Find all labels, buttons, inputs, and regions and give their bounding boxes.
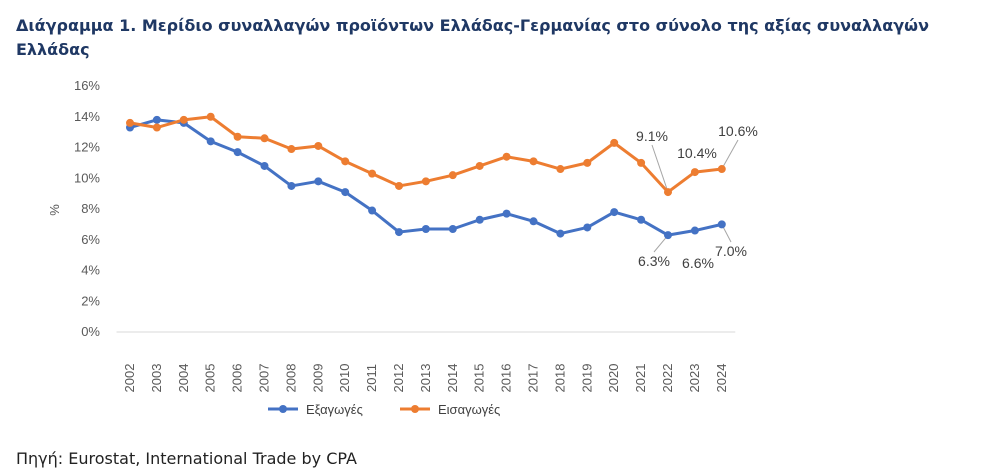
data-point-imports — [368, 169, 377, 178]
y-axis-label: % — [47, 204, 62, 216]
x-tick-label: 2016 — [499, 364, 514, 393]
data-point-exports — [583, 223, 592, 232]
x-tick-label: 2015 — [472, 364, 487, 393]
data-label: 10.4% — [677, 145, 717, 161]
data-point-imports — [341, 157, 350, 166]
x-tick-label: 2006 — [230, 364, 245, 393]
data-point-imports — [664, 188, 672, 197]
legend-marker-exports — [279, 405, 287, 413]
data-point-exports — [690, 226, 699, 235]
data-point-imports — [395, 181, 403, 190]
data-point-imports — [502, 152, 511, 161]
x-tick-label: 2004 — [176, 364, 191, 393]
x-tick-label: 2014 — [445, 364, 460, 393]
data-point-exports — [233, 148, 242, 157]
legend-marker-imports — [411, 405, 419, 413]
x-tick-label: 2018 — [552, 364, 567, 393]
x-tick-label: 2011 — [364, 364, 379, 392]
data-point-imports — [233, 132, 242, 141]
data-point-exports — [556, 229, 565, 238]
x-tick-label: 2008 — [283, 364, 298, 393]
data-point-exports — [341, 188, 350, 197]
x-tick-label: 2003 — [149, 364, 164, 393]
x-tick-label: 2007 — [257, 364, 272, 393]
data-label: 9.1% — [636, 128, 668, 144]
y-tick-label: 14% — [74, 109, 100, 124]
data-point-exports — [502, 209, 511, 218]
x-tick-label: 2022 — [660, 364, 675, 393]
data-point-imports — [448, 171, 457, 180]
label-leader-line — [651, 144, 669, 193]
data-point-imports — [610, 138, 619, 147]
y-tick-label: 4% — [81, 263, 100, 278]
data-point-imports — [206, 112, 215, 121]
data-point-exports — [368, 206, 377, 215]
data-point-imports — [260, 134, 269, 143]
x-tick-label: 2024 — [714, 364, 729, 393]
data-point-exports — [260, 161, 269, 170]
data-point-imports — [529, 157, 538, 166]
x-tick-label: 2021 — [633, 364, 648, 393]
data-point-exports — [610, 208, 619, 217]
data-point-imports — [421, 177, 430, 186]
data-point-exports — [314, 177, 323, 186]
x-tick-label: 2017 — [526, 364, 541, 393]
source-note: Πηγή: Eurostat, International Trade by C… — [16, 449, 357, 468]
y-tick-label: 10% — [74, 170, 100, 185]
data-point-exports — [475, 215, 484, 224]
data-point-exports — [421, 224, 430, 233]
data-point-imports — [717, 165, 726, 174]
data-point-exports — [152, 115, 161, 124]
legend: Εξαγωγές Εισαγωγές — [268, 402, 500, 417]
x-tick-label: 2020 — [606, 364, 621, 393]
data-point-exports — [717, 220, 726, 229]
data-point-imports — [179, 115, 188, 124]
data-point-exports — [395, 228, 403, 237]
data-label: 7.0% — [715, 243, 747, 259]
x-tick-label: 2009 — [310, 364, 325, 393]
chart-title: Διάγραμμα 1. Μερίδιο συναλλαγών προϊόντω… — [16, 16, 929, 59]
data-point-imports — [690, 168, 699, 177]
y-tick-label: 2% — [81, 293, 100, 308]
data-point-exports — [637, 215, 646, 224]
x-tick-label: 2013 — [418, 364, 433, 393]
legend-label-exports: Εξαγωγές — [306, 402, 363, 417]
data-point-imports — [126, 118, 134, 127]
data-point-imports — [637, 158, 646, 167]
y-tick-label: 6% — [81, 232, 100, 247]
x-tick-label: 2005 — [203, 364, 218, 393]
data-label: 10.6% — [718, 123, 758, 139]
data-label: 6.6% — [682, 255, 714, 271]
data-point-imports — [475, 161, 484, 170]
legend-label-imports: Εισαγωγές — [438, 402, 500, 417]
data-point-imports — [287, 145, 296, 154]
x-tick-label: 2010 — [337, 364, 352, 393]
data-point-exports — [448, 224, 457, 233]
data-point-exports — [287, 181, 296, 190]
x-tick-label: 2023 — [687, 364, 702, 393]
x-tick-label: 2012 — [391, 364, 406, 393]
y-tick-label: 0% — [81, 324, 100, 339]
data-label: 6.3% — [638, 253, 670, 269]
data-point-imports — [556, 165, 565, 174]
x-tick-label: 2019 — [579, 364, 594, 393]
series-lines — [129, 115, 723, 237]
y-tick-label: 8% — [81, 201, 100, 216]
data-point-imports — [583, 158, 592, 167]
data-point-imports — [314, 141, 323, 150]
data-point-exports — [529, 217, 538, 226]
data-labels: 9.1% 10.4%10.6% 6.3% 6.6%7.0% — [636, 123, 758, 271]
label-leader-line — [721, 139, 739, 170]
y-tick-label: 16% — [74, 78, 100, 93]
data-point-exports — [664, 231, 672, 240]
y-tick-labels: 0% 2% 4% 6% 8% 10% 12% 14% 16% — [74, 78, 100, 339]
data-point-exports — [206, 137, 215, 146]
data-point-imports — [152, 123, 161, 132]
y-tick-label: 12% — [74, 140, 100, 155]
data-points — [126, 112, 726, 240]
x-tick-label: 2002 — [122, 364, 137, 393]
x-tick-labels: 2002 2003 2004 2005 2006 2007 2008 2009 2010 2011… — [122, 364, 729, 393]
